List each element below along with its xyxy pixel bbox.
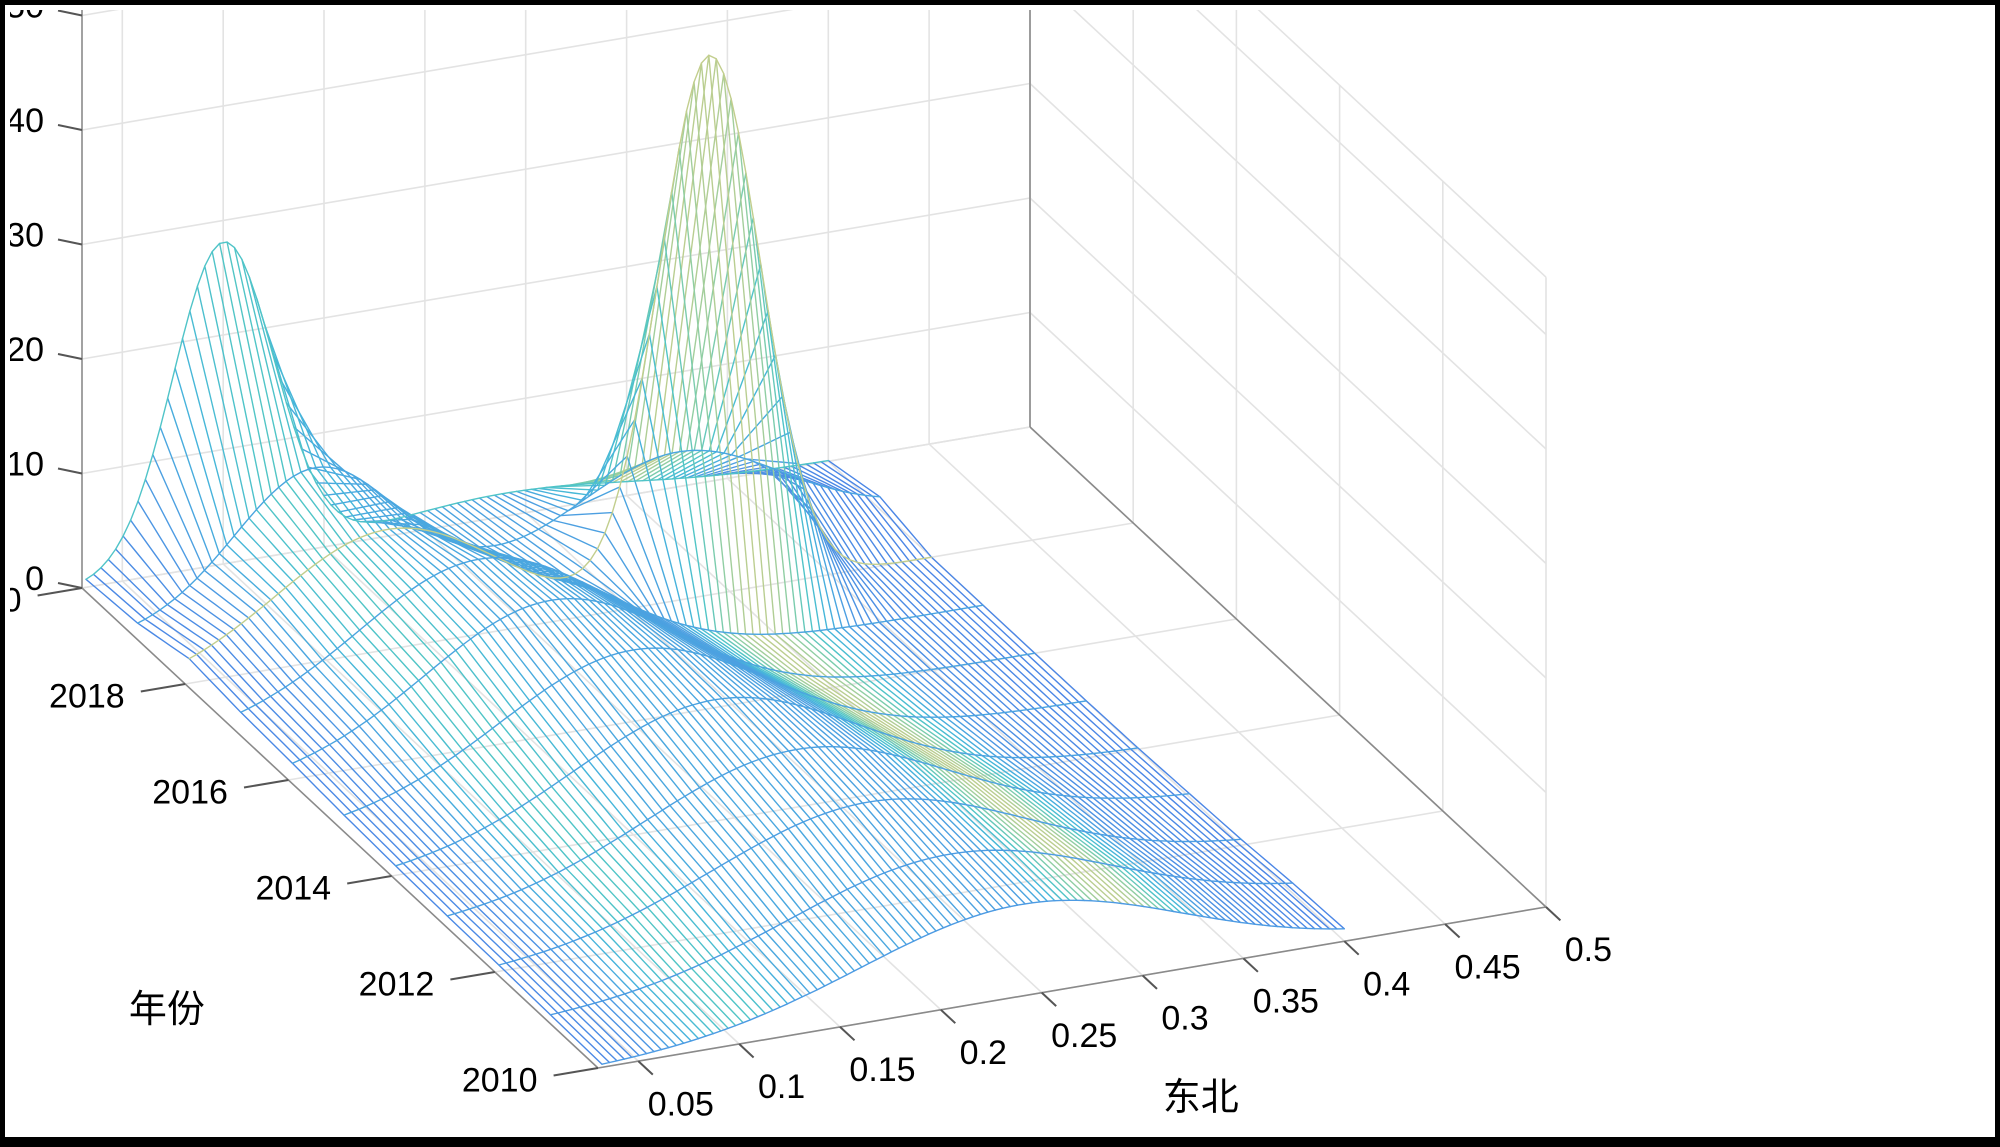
grid-line: [81, 426, 1031, 589]
z-tick-mark: [57, 582, 83, 589]
grid-line: [1029, 82, 1547, 565]
x-tick-mark: [637, 1060, 654, 1076]
y-axis-line: [81, 587, 599, 1069]
axes-lines: [81, 10, 1547, 1069]
x-tick-label: 0.5: [1565, 931, 1612, 969]
mesh-line-x: [263, 322, 781, 1008]
grid-line: [1029, 197, 1547, 679]
grid-line: [424, 529, 942, 1011]
y-tick-label: 2010: [462, 1061, 538, 1099]
z-tick-mark: [57, 353, 83, 360]
mesh-line-year: [85, 241, 829, 580]
z-tick-mark: [57, 124, 83, 131]
mesh-line-x: [322, 489, 841, 980]
mesh-line-x: [656, 263, 1175, 913]
mesh-line-year: [291, 598, 1036, 764]
mesh-line-year: [343, 647, 1088, 816]
grid-line: [81, 10, 120, 17]
x-tick-label: 0.35: [1253, 983, 1319, 1021]
mesh-line-year: [188, 54, 933, 660]
x-tick-label: 0.2: [960, 1034, 1007, 1072]
mesh-line-year: [240, 556, 984, 713]
mesh-line-year: [446, 746, 1191, 917]
x-tick-mark: [1343, 940, 1360, 956]
z-tick-label: 50: [6, 5, 44, 25]
x-tick-label: 0.05: [648, 1085, 714, 1123]
axis-edge: [1029, 426, 1547, 908]
z-tick-label: 40: [6, 102, 44, 140]
grid-line: [726, 477, 1244, 959]
x-tick-mark: [1444, 923, 1461, 939]
x-tick-mark: [1545, 906, 1562, 922]
y-tick-label: 2014: [255, 869, 331, 907]
x-tick-label: 0.4: [1363, 965, 1410, 1003]
grid-line: [185, 522, 1134, 685]
x-tick-mark: [839, 1026, 856, 1042]
y-tick-label: 2020: [5, 581, 22, 619]
mesh-line-year: [601, 899, 1346, 1065]
x-tick-label: 0.3: [1161, 1000, 1208, 1038]
mesh-line-year: [394, 696, 1139, 867]
x-tick-label: 0.1: [758, 1068, 805, 1106]
grid-line: [1195, 10, 1547, 336]
mesh-line-year: [549, 849, 1294, 1016]
x-tick-mark: [940, 1009, 956, 1024]
grid-line: [81, 197, 1031, 360]
grid-line: [81, 10, 794, 131]
z-tick-label: 30: [6, 216, 44, 254]
y-axis-label: 年份: [129, 987, 205, 1031]
x-tick-mark: [1041, 991, 1057, 1007]
grid-line: [81, 82, 1031, 246]
grid-line: [1257, 10, 1547, 278]
x-tick-label: 0.45: [1455, 948, 1521, 986]
x-axis-line: [597, 906, 1547, 1069]
grid-line: [928, 443, 1446, 925]
mesh-surface: [85, 54, 1346, 1065]
x-tick-mark: [1242, 957, 1259, 973]
z-tick-label: 20: [6, 331, 44, 369]
x-tick-label: 0.25: [1051, 1017, 1117, 1055]
x-tick-mark: [738, 1043, 755, 1059]
grid-line: [81, 311, 1031, 475]
grid-line: [323, 546, 841, 1028]
tick-labels: 0.05 0.1 0.15 0.2 0.25 0.3 0.35 0.4 0.45 0.520102…: [5, 5, 1612, 1123]
z-tick-label: 10: [6, 445, 44, 483]
y-tick-mark: [243, 779, 289, 789]
y-tick-mark: [37, 587, 83, 597]
grid-line: [1029, 311, 1547, 794]
grid-line: [288, 618, 1237, 781]
x-axis-label: 东北: [1163, 1075, 1239, 1119]
z-tick-mark: [57, 467, 83, 475]
z-tick-label: 0: [25, 560, 44, 598]
x-tick-mark: [1141, 974, 1158, 990]
mesh-line-year: [498, 798, 1242, 966]
mesh-line-x: [300, 447, 818, 991]
y-tick-label: 2016: [152, 773, 228, 811]
y-tick-mark: [140, 683, 186, 693]
surface-plot: 0.05 0.1 0.15 0.2 0.25 0.3 0.35 0.4 0.45 0.520102…: [5, 5, 1612, 1123]
grid-line: [1072, 10, 1547, 450]
x-tick-label: 0.15: [849, 1051, 915, 1089]
mesh-line-x: [382, 520, 900, 949]
y-tick-mark: [347, 875, 392, 885]
mesh-line-x: [166, 397, 685, 1044]
y-tick-mark: [450, 971, 495, 981]
y-tick-mark: [553, 1067, 599, 1077]
z-tick-mark: [57, 10, 83, 17]
y-tick-label: 2012: [359, 965, 435, 1003]
y-tick-label: 2018: [49, 677, 125, 715]
z-tick-mark: [57, 238, 83, 246]
mesh-line-year: [136, 449, 881, 624]
grid-line: [222, 563, 740, 1045]
